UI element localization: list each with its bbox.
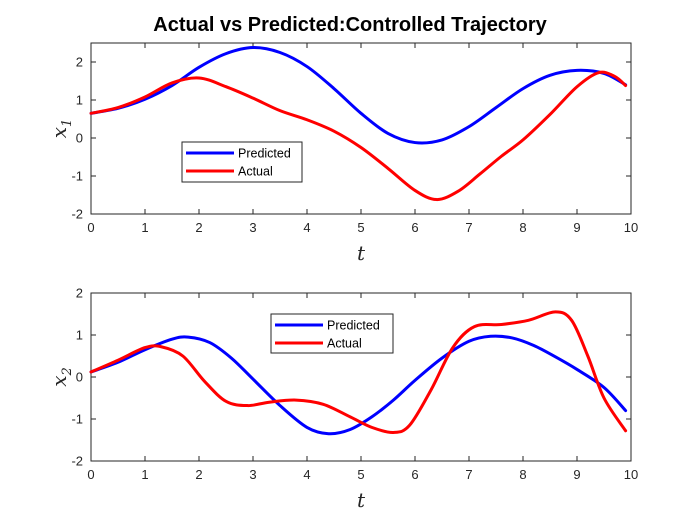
x-tick-label: 5 (357, 220, 364, 235)
y-axis-label-main: x (47, 376, 71, 387)
x-tick-label: 10 (624, 467, 638, 482)
y-axis-label: x2 (47, 367, 75, 387)
y-tick-label: 2 (76, 55, 83, 70)
y-tick-label: 0 (76, 131, 83, 146)
y-axis-label-main: x (47, 127, 71, 138)
y-axis-label-subscript: 1 (60, 119, 75, 127)
x-tick-label: 3 (249, 467, 256, 482)
x-tick-label: 0 (87, 220, 94, 235)
series-line-actual (89, 70, 628, 202)
x-tick-label: 4 (303, 467, 310, 482)
y-tick-label: 1 (76, 328, 83, 343)
x-tick-label: 1 (141, 467, 148, 482)
x-tick-label: 0 (87, 467, 94, 482)
x-tick-label: 1 (141, 220, 148, 235)
y-tick-label: -1 (71, 169, 83, 184)
x-tick-label: 3 (249, 220, 256, 235)
y-tick-label: -2 (71, 207, 83, 222)
x-tick-label: 9 (573, 467, 580, 482)
y-tick-label: 0 (76, 370, 83, 385)
legend-box (270, 313, 394, 354)
x-tick-label: 2 (195, 220, 202, 235)
y-axis-label: x1 (47, 119, 75, 139)
x-tick-label: 6 (411, 220, 418, 235)
legend: Predicted Actual (181, 141, 303, 183)
legend: Predicted Actual (270, 313, 394, 354)
y-tick-label: 2 (76, 286, 83, 301)
legend-label-predicted: Predicted (327, 319, 380, 333)
x-tick-label: 5 (357, 467, 364, 482)
y-axis-label-subscript: 2 (60, 367, 75, 376)
x-tick-label: 10 (624, 220, 638, 235)
legend-box (181, 141, 303, 183)
series-line-actual (89, 310, 628, 434)
y-tick-label: -2 (71, 454, 83, 469)
x-tick-label: 2 (195, 467, 202, 482)
legend-label-actual: Actual (327, 337, 362, 351)
x-tick-label: 8 (519, 220, 526, 235)
x-tick-label: 8 (519, 467, 526, 482)
x-tick-label: 6 (411, 467, 418, 482)
x-tick-label: 7 (465, 467, 472, 482)
legend-label-actual: Actual (238, 165, 273, 179)
x-axis-label: t (357, 488, 366, 512)
figure-title: Actual vs Predicted:Controlled Trajector… (153, 14, 547, 36)
x-axis-label: t (357, 241, 366, 265)
x-tick-label: 7 (465, 220, 472, 235)
x-tick-label: 4 (303, 220, 310, 235)
axes-box (90, 42, 632, 215)
y-tick-label: 1 (76, 93, 83, 108)
x-tick-label: 9 (573, 220, 580, 235)
y-tick-label: -1 (71, 412, 83, 427)
legend-label-predicted: Predicted (238, 147, 291, 161)
